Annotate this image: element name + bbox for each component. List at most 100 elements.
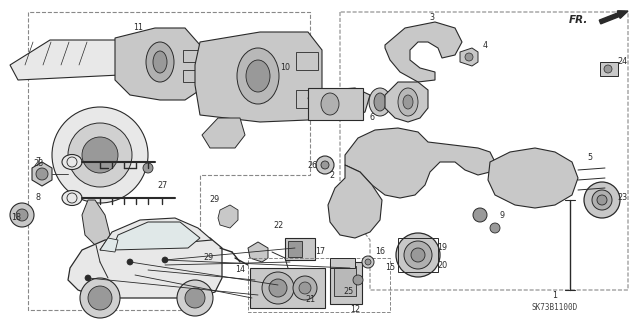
- Bar: [250, 268, 325, 308]
- Ellipse shape: [237, 48, 279, 104]
- Text: 4: 4: [483, 41, 488, 49]
- Text: 16: 16: [375, 248, 385, 256]
- Polygon shape: [385, 82, 428, 122]
- Polygon shape: [248, 242, 268, 262]
- Circle shape: [597, 195, 607, 205]
- Circle shape: [177, 280, 213, 316]
- Text: 3: 3: [429, 13, 435, 23]
- Text: 21: 21: [305, 295, 315, 305]
- Circle shape: [365, 259, 371, 265]
- Circle shape: [262, 272, 294, 304]
- Circle shape: [52, 107, 148, 203]
- Circle shape: [490, 223, 500, 233]
- Text: 9: 9: [499, 211, 504, 219]
- Bar: [183, 50, 198, 62]
- Ellipse shape: [403, 95, 413, 109]
- Text: 24: 24: [617, 57, 627, 66]
- Circle shape: [269, 279, 287, 297]
- Polygon shape: [10, 40, 145, 80]
- Ellipse shape: [246, 60, 270, 92]
- Ellipse shape: [62, 190, 82, 205]
- Text: 12: 12: [350, 306, 360, 315]
- Circle shape: [362, 256, 374, 268]
- Text: SK73B1100D: SK73B1100D: [532, 303, 578, 313]
- Polygon shape: [82, 200, 110, 245]
- Circle shape: [293, 276, 317, 300]
- Circle shape: [127, 259, 133, 265]
- Circle shape: [465, 53, 473, 61]
- Bar: [600, 62, 618, 76]
- Text: 6: 6: [369, 114, 374, 122]
- Bar: [334, 266, 356, 296]
- Circle shape: [36, 168, 48, 180]
- Text: 15: 15: [385, 263, 395, 272]
- Circle shape: [68, 123, 132, 187]
- Polygon shape: [345, 128, 495, 198]
- Polygon shape: [328, 165, 382, 238]
- Circle shape: [604, 65, 612, 73]
- Text: 10: 10: [280, 63, 290, 72]
- Polygon shape: [202, 118, 245, 148]
- Circle shape: [299, 282, 311, 294]
- Text: 1: 1: [552, 291, 557, 300]
- Bar: [183, 70, 198, 82]
- Ellipse shape: [62, 154, 82, 169]
- Polygon shape: [308, 88, 370, 118]
- Polygon shape: [112, 222, 200, 250]
- Text: FR.: FR.: [568, 15, 588, 25]
- Circle shape: [82, 137, 118, 173]
- Bar: [308, 88, 363, 120]
- Polygon shape: [195, 32, 322, 122]
- Circle shape: [316, 156, 334, 174]
- Text: 5: 5: [588, 153, 593, 162]
- Ellipse shape: [321, 93, 339, 115]
- Text: 11: 11: [133, 24, 143, 33]
- Polygon shape: [460, 48, 478, 66]
- Text: 26: 26: [307, 160, 317, 169]
- Circle shape: [321, 161, 329, 169]
- Text: 2: 2: [330, 170, 335, 180]
- Ellipse shape: [374, 93, 386, 111]
- Text: 25: 25: [343, 287, 353, 296]
- Circle shape: [143, 163, 153, 173]
- Bar: [296, 90, 318, 108]
- Circle shape: [396, 233, 440, 277]
- Circle shape: [85, 275, 91, 281]
- Text: 17: 17: [315, 248, 325, 256]
- Circle shape: [10, 203, 34, 227]
- Text: 29: 29: [203, 254, 213, 263]
- Ellipse shape: [369, 88, 391, 116]
- FancyArrow shape: [599, 11, 628, 24]
- Text: 19: 19: [437, 243, 447, 253]
- Ellipse shape: [153, 51, 167, 73]
- Polygon shape: [100, 238, 118, 252]
- Circle shape: [16, 209, 28, 221]
- Ellipse shape: [146, 42, 174, 82]
- Text: 20: 20: [437, 261, 447, 270]
- Bar: [296, 52, 318, 70]
- Circle shape: [411, 248, 425, 262]
- Bar: [288, 241, 302, 257]
- Text: 18: 18: [11, 213, 21, 222]
- Text: 14: 14: [235, 265, 245, 275]
- Circle shape: [353, 275, 363, 285]
- Polygon shape: [68, 232, 222, 298]
- Text: 22: 22: [273, 220, 283, 229]
- Text: 27: 27: [157, 181, 167, 189]
- Circle shape: [162, 257, 168, 263]
- Circle shape: [80, 278, 120, 318]
- Bar: [285, 238, 315, 260]
- Text: 8: 8: [35, 194, 40, 203]
- Ellipse shape: [398, 88, 418, 116]
- Text: 29: 29: [210, 196, 220, 204]
- Bar: [248, 258, 390, 312]
- Circle shape: [584, 182, 620, 218]
- Circle shape: [88, 286, 112, 310]
- Circle shape: [404, 241, 432, 269]
- Polygon shape: [100, 218, 212, 250]
- Polygon shape: [488, 148, 578, 208]
- Bar: [330, 258, 355, 268]
- Polygon shape: [385, 22, 462, 82]
- Circle shape: [473, 208, 487, 222]
- Text: 28: 28: [33, 159, 43, 167]
